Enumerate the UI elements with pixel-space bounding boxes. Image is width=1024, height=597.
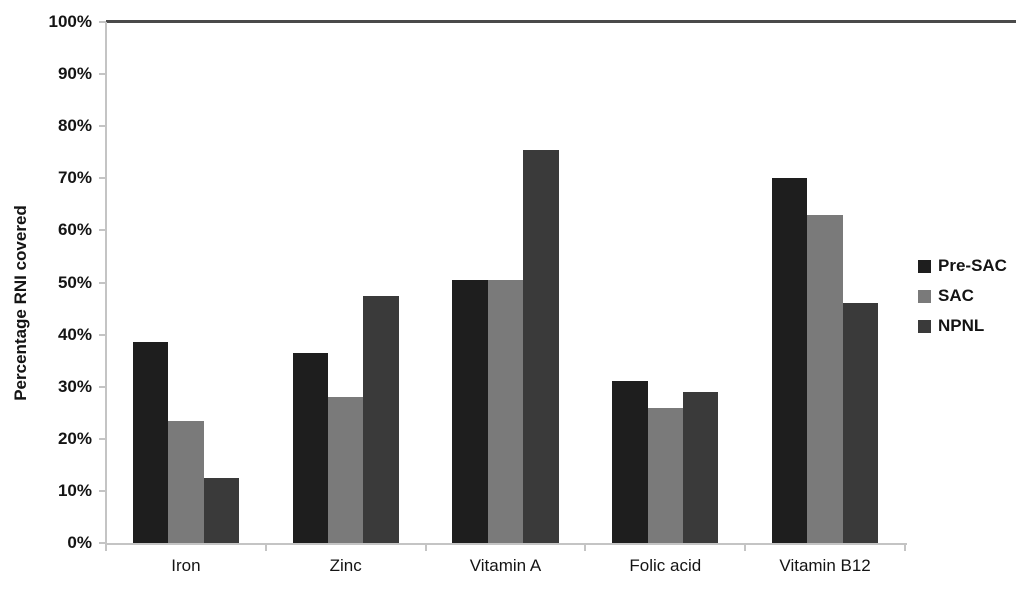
x-axis-category-label: Folic acid (629, 556, 702, 575)
x-axis-tick (744, 543, 747, 551)
legend-item-sac: SAC (918, 286, 1007, 306)
legend-swatch-pre-sac (918, 259, 931, 273)
legend: Pre-SAC SAC NPNL (918, 256, 1007, 346)
legend-label: NPNL (938, 316, 985, 335)
legend-label: SAC (938, 286, 974, 305)
y-axis-tick-label: 60% (57, 220, 92, 240)
y-axis-tick-label: 80% (57, 116, 92, 136)
y-axis-title: Percentage RNI covered (11, 205, 30, 401)
y-axis-tick-label: 30% (57, 376, 92, 396)
bar-pre-sac-vitamin-a (452, 279, 488, 543)
y-axis-tick (99, 125, 106, 128)
y-axis-tick-label: 0% (67, 533, 92, 552)
x-axis-tick (264, 543, 267, 551)
y-axis-tick-label: 100% (48, 12, 92, 31)
bar-npnl-zinc (363, 295, 399, 543)
x-axis-line (105, 543, 907, 545)
x-axis-category-label: Vitamin B12 (779, 556, 871, 575)
y-axis-tick (99, 73, 106, 76)
x-axis-tick (904, 543, 906, 551)
bar-sac-vitamin-a (487, 279, 524, 543)
bar-npnl-vitamin-b12 (842, 303, 879, 543)
bar-pre-sac-zinc (292, 352, 328, 543)
x-axis-tick (105, 543, 107, 551)
bar-pre-sac-iron (132, 342, 169, 543)
legend-swatch-npnl (918, 319, 931, 333)
y-axis-tick-label: 70% (57, 168, 92, 188)
y-axis-tick-label: 90% (57, 64, 92, 84)
x-axis-tick (424, 543, 427, 551)
bar-sac-vitamin-b12 (807, 214, 843, 543)
legend-item-pre-sac: Pre-SAC (918, 256, 1007, 276)
legend-swatch-sac (918, 289, 931, 303)
y-axis-tick (99, 229, 106, 232)
y-axis-tick (99, 281, 106, 284)
y-axis-tick-label: 20% (57, 428, 92, 448)
x-axis-category-label: Vitamin A (469, 556, 542, 575)
legend-label: Pre-SAC (938, 256, 1007, 275)
y-axis-tick (99, 489, 106, 492)
reference-line-100-percent (106, 20, 1016, 23)
y-axis-tick-label: 50% (57, 272, 92, 292)
y-axis-tick (99, 21, 106, 23)
bar-sac-iron (168, 420, 204, 543)
y-axis-tick (99, 542, 106, 544)
y-axis-tick-label: 10% (57, 480, 92, 500)
y-axis-tick-label: 40% (57, 324, 92, 344)
x-axis-category-label: Zinc (329, 556, 362, 575)
y-axis-tick (99, 177, 106, 180)
x-axis-category-label: Iron (171, 556, 201, 575)
bar-npnl-vitamin-a (523, 149, 559, 543)
bar-sac-folic-acid (647, 407, 683, 543)
y-axis-line (105, 22, 107, 543)
y-axis-tick (99, 437, 106, 440)
bar-pre-sac-vitamin-b12 (772, 178, 808, 543)
bar-npnl-iron (203, 477, 239, 543)
bar-npnl-folic-acid (683, 391, 719, 543)
legend-item-npnl: NPNL (918, 316, 1007, 336)
y-axis-tick (99, 385, 106, 388)
bar-sac-zinc (328, 397, 364, 543)
x-axis-tick (584, 543, 587, 551)
bar-pre-sac-folic-acid (612, 381, 648, 543)
y-axis-tick (99, 333, 106, 336)
